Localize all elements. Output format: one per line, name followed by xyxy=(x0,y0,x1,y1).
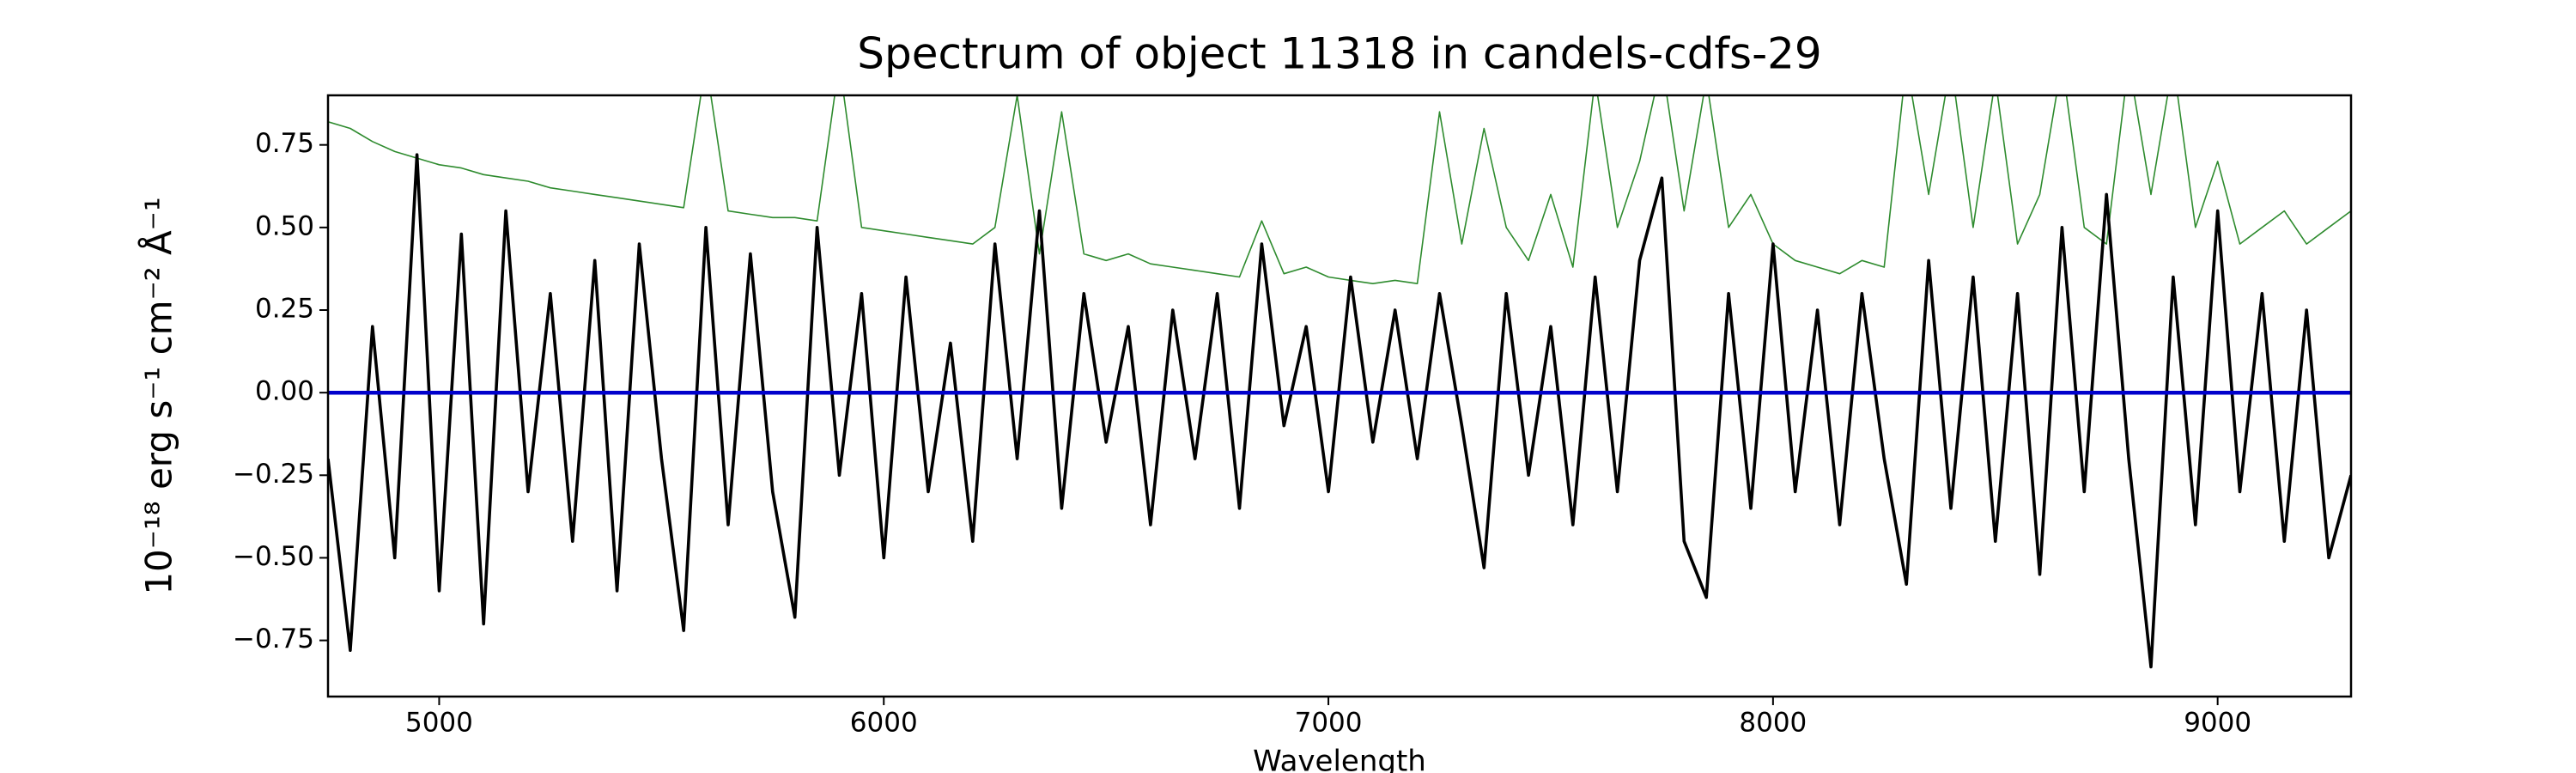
plot-lines xyxy=(328,95,2351,669)
plot-frame xyxy=(326,94,2353,698)
y-tick-label: −0.75 xyxy=(233,624,314,654)
y-tick-label: 0.25 xyxy=(255,294,314,325)
y-tick-label: −0.50 xyxy=(233,541,314,572)
y-tick-label: −0.25 xyxy=(233,459,314,490)
chart-title: Spectrum of object 11318 in candels-cdfs… xyxy=(857,29,1822,79)
y-tick-label: 0.50 xyxy=(255,210,314,241)
y-tick-label: 0.75 xyxy=(255,128,314,159)
x-tick-label: 8000 xyxy=(1739,708,1807,739)
x-tick-label: 7000 xyxy=(1295,708,1363,739)
x-tick-label: 9000 xyxy=(2184,708,2251,739)
x-axis-label: Wavelength xyxy=(1253,745,1426,773)
x-tick-label: 6000 xyxy=(850,708,918,739)
x-tick-label: 5000 xyxy=(405,708,473,739)
y-tick-label: 0.00 xyxy=(255,376,314,407)
spectrum-line xyxy=(328,95,2351,284)
spectrum-line xyxy=(328,153,2351,669)
y-axis-label: 10⁻¹⁸ erg s⁻¹ cm⁻² Å⁻¹ xyxy=(137,197,180,594)
